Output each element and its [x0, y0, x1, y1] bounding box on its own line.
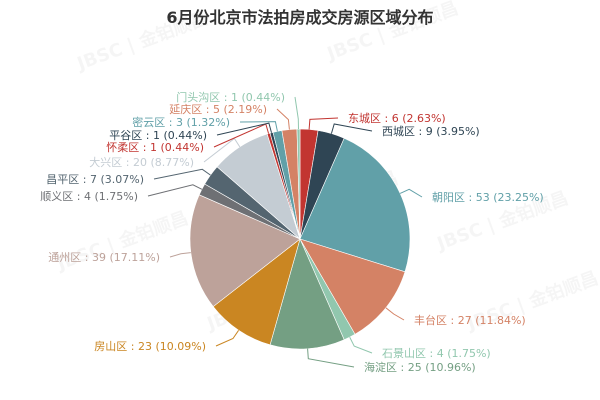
leader-line: [147, 184, 203, 197]
pie-slices: [189, 128, 411, 350]
leader-line: [385, 307, 405, 321]
leader-line: [216, 122, 272, 136]
leader-line: [330, 123, 373, 134]
pie-slice-8[interactable]: [189, 194, 301, 307]
slice-label: 东城区 : 6 (2.63%): [348, 112, 446, 125]
slice-label: 石景山区 : 4 (1.75%): [382, 347, 491, 360]
slice-label: 海淀区 : 25 (10.96%): [364, 360, 476, 374]
slice-label: 平谷区 : 1 (0.44%): [109, 129, 207, 142]
pie-slice-4[interactable]: [299, 238, 406, 335]
slice-label: 延庆区 : 5 (2.19%): [169, 102, 267, 116]
pie-slice-6[interactable]: [269, 238, 345, 350]
leader-line: [349, 336, 373, 354]
slice-label: 门头沟区 : 1 (0.44%): [176, 90, 285, 104]
pie-slice-3[interactable]: [299, 137, 411, 273]
slice-label: 朝阳区 : 53 (23.25%): [432, 191, 544, 204]
slice-label: 顺义区 : 4 (1.75%): [40, 190, 138, 203]
slice-label: 昌平区 : 7 (3.07%): [46, 173, 144, 186]
leader-line: [276, 108, 290, 130]
pie-slice-16[interactable]: [296, 128, 301, 240]
slice-label: 丰台区 : 27 (11.84%): [414, 313, 526, 327]
slice-label: 密云区 : 3 (1.32%): [132, 115, 230, 129]
slice-label: 西城区 : 9 (3.95%): [382, 125, 480, 138]
watermark-text: JBSC | 金铂顺昌: [52, 207, 191, 275]
chart-title: 6月份北京市法拍房成交房源区域分布: [166, 8, 434, 27]
watermark-text: JBSC | 金铂顺昌: [72, 7, 211, 75]
slice-label: 通州区 : 39 (17.11%): [48, 251, 160, 264]
leader-line: [169, 252, 191, 258]
leader-line: [399, 188, 423, 198]
leader-line: [203, 137, 241, 163]
leader-line: [239, 121, 278, 132]
slice-label: 怀柔区 : 1 (0.44%): [106, 141, 204, 154]
leader-line: [153, 168, 211, 180]
label-leader-lines: [147, 96, 423, 368]
leader-line: [294, 96, 299, 130]
leader-line: [308, 117, 339, 130]
slice-label: 大兴区 : 20 (8.77%): [89, 155, 194, 169]
leader-line: [215, 330, 240, 347]
watermark-text: JBSC | 金铂顺昌: [322, 0, 461, 65]
slice-label: 房山区 : 23 (10.09%): [94, 340, 206, 353]
leader-line: [307, 348, 355, 368]
slice-labels: 东城区 : 6 (2.63%)西城区 : 9 (3.95%) 朝阳区 : 53 (…: [40, 90, 543, 374]
